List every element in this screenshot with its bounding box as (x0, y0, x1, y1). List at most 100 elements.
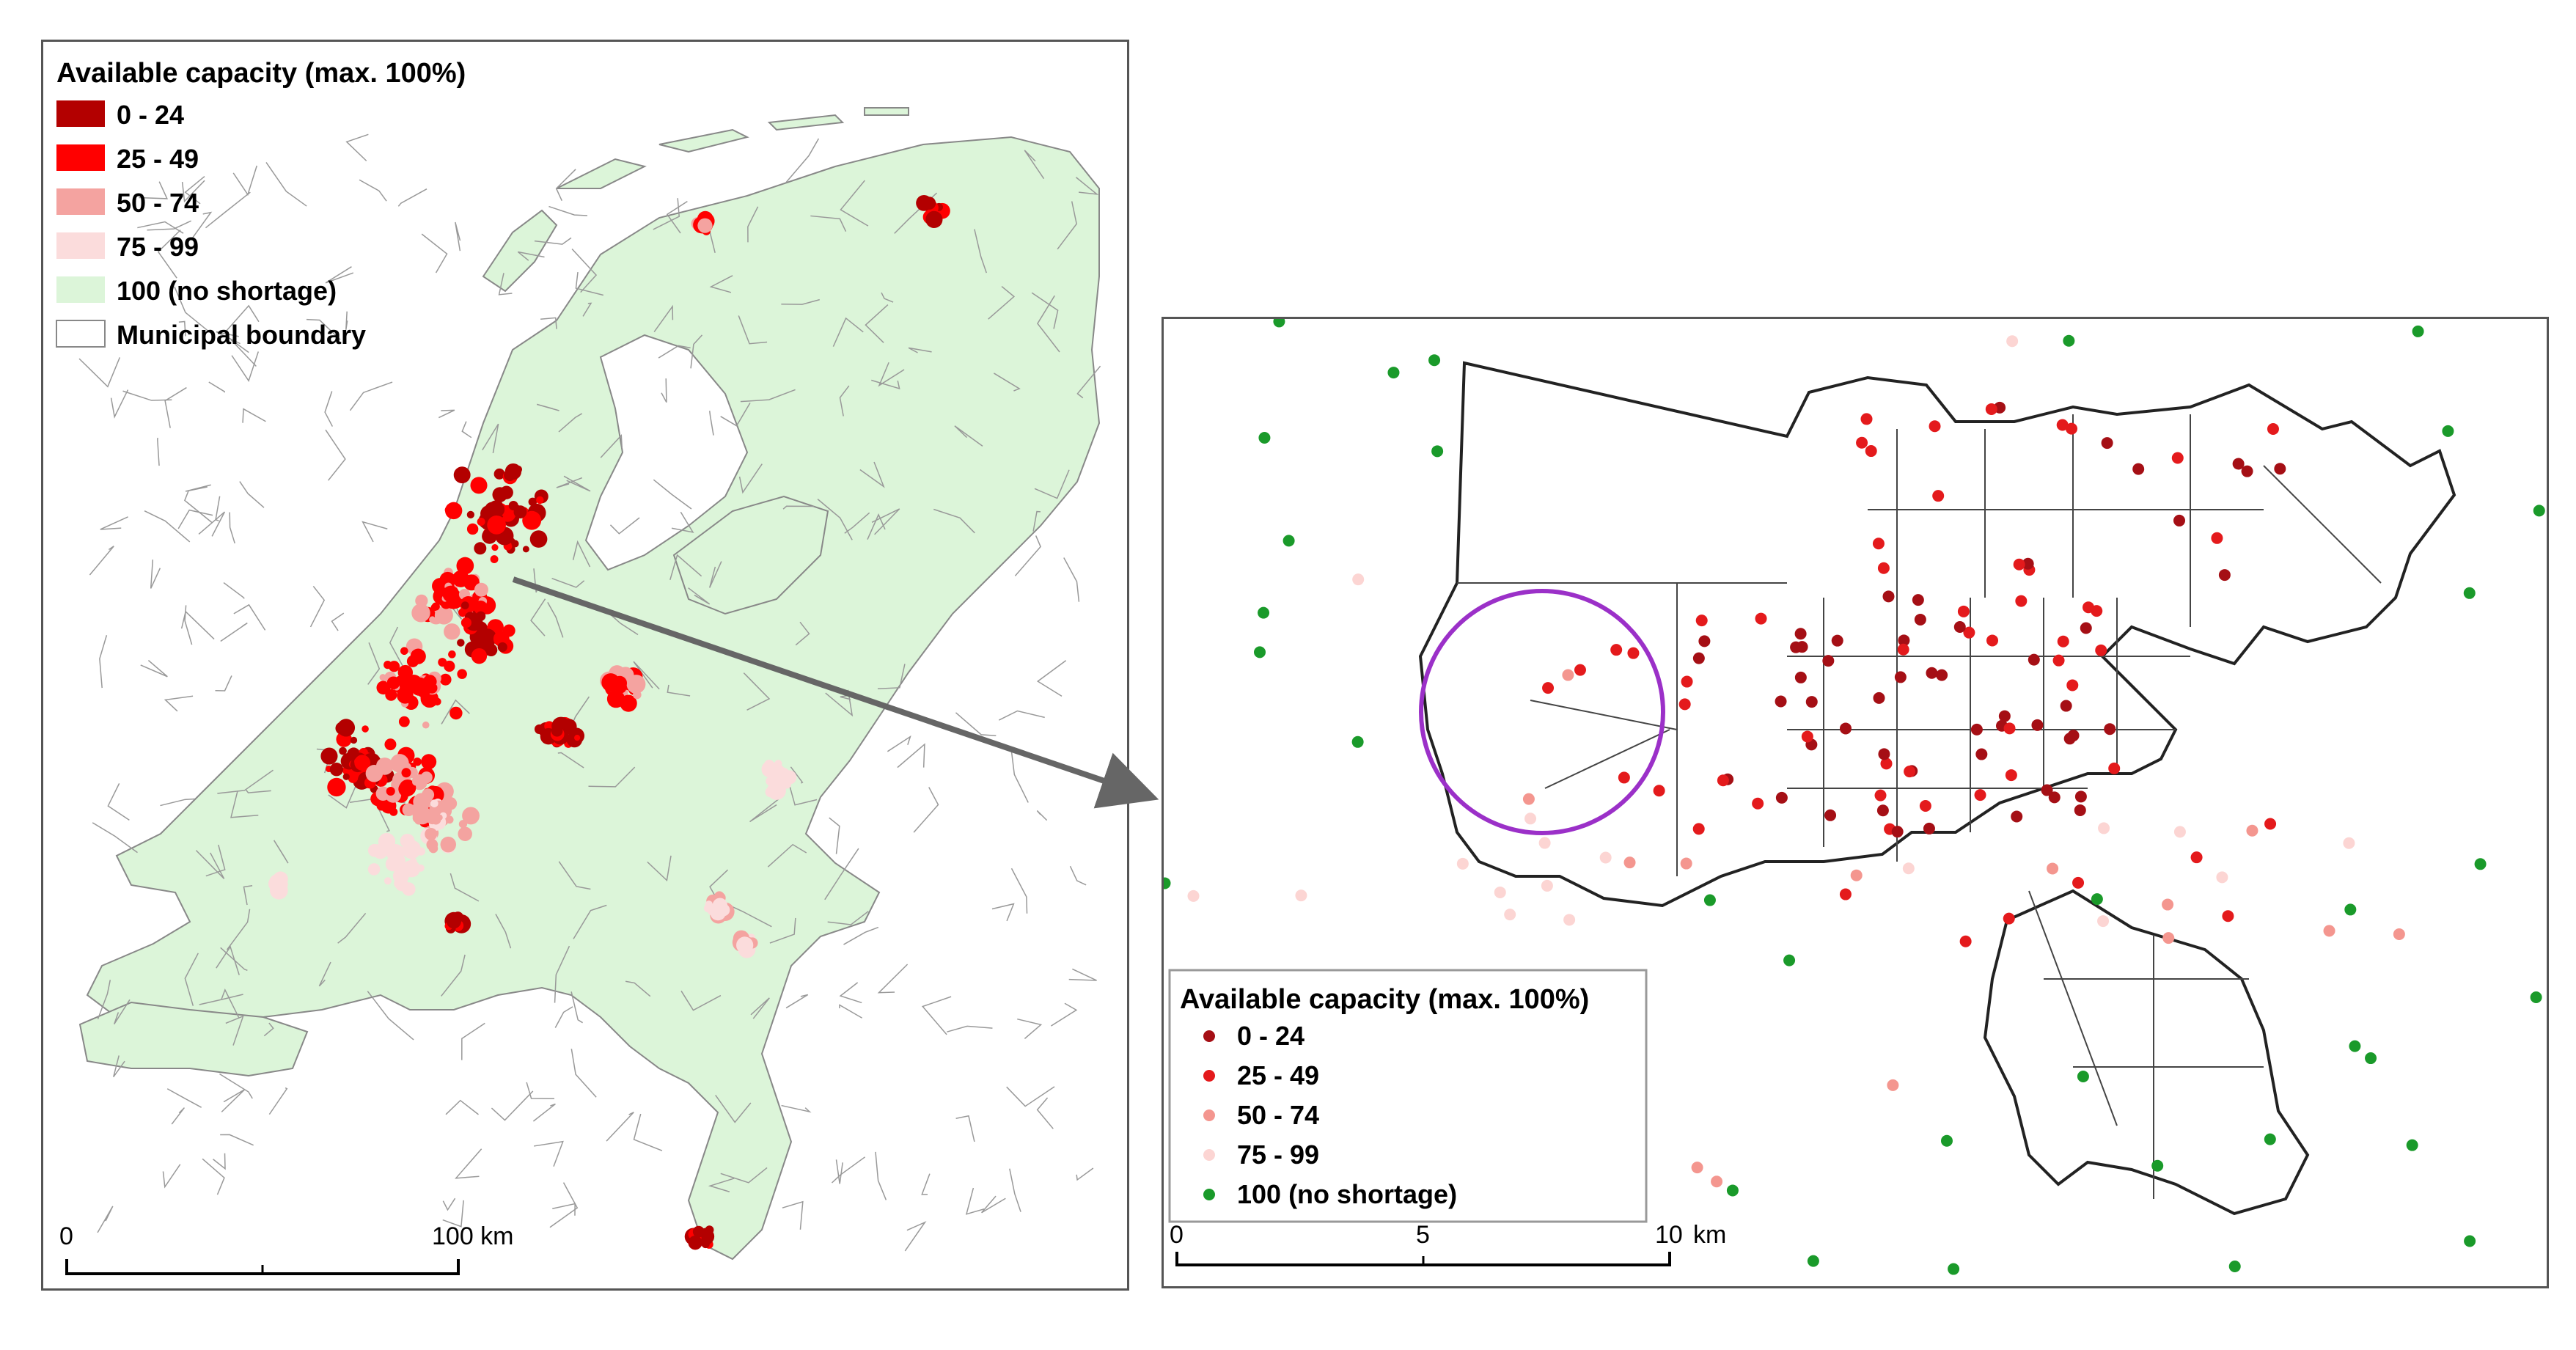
capacity-point (2003, 912, 2015, 925)
capacity-point (2101, 437, 2113, 450)
shortage-area (688, 1236, 702, 1250)
shortage-area (397, 664, 414, 680)
municipal-boundary-line (878, 362, 905, 387)
municipal-boundary-line (345, 311, 348, 330)
municipal-boundary-line (554, 945, 570, 1003)
municipal-boundary-line (827, 911, 869, 925)
municipal-boundary-line (534, 1140, 564, 1167)
municipal-boundary-line (442, 1197, 456, 1211)
shortage-area (417, 847, 425, 856)
municipal-boundary-line (988, 285, 1016, 320)
municipal-boundary-line (558, 413, 583, 433)
capacity-point (2077, 1070, 2089, 1082)
capacity-point (2066, 679, 2079, 691)
legend-label-100: 100 (no shortage) (117, 276, 337, 306)
zuidoost-district (1983, 889, 2310, 1216)
municipal-boundary-line (829, 817, 840, 854)
capacity-point (2056, 419, 2069, 431)
capacity-point (2464, 1235, 2476, 1247)
municipal-boundary-line (220, 947, 248, 972)
shortage-area (365, 765, 384, 782)
municipal-boundary-line (455, 1148, 482, 1179)
shortage-area (395, 878, 408, 892)
municipal-boundary-line (113, 1055, 125, 1078)
scale-end-label: 100 km (432, 1222, 514, 1250)
municipal-boundary-line (1034, 469, 1070, 499)
capacity-point (1273, 319, 1285, 328)
capacity-point (1352, 573, 1365, 586)
municipal-boundary-line (438, 409, 455, 419)
capacity-point (1541, 879, 1553, 892)
capacity-point (1456, 857, 1469, 870)
municipal-boundary-line (325, 429, 346, 481)
municipal-boundary-line (769, 917, 796, 944)
shortage-area (354, 755, 371, 771)
shortage-area (493, 468, 505, 480)
shortage-area (493, 506, 503, 516)
municipal-boundary-line (177, 509, 213, 529)
municipal-boundary-line (785, 994, 809, 1009)
municipal-boundary-line (540, 317, 557, 329)
municipal-boundary-line (767, 843, 807, 867)
shortage-area (425, 810, 439, 825)
municipal-boundary-line (871, 379, 900, 390)
capacity-point (2003, 722, 2016, 735)
shortage-area (916, 194, 933, 211)
capacity-point (2349, 1040, 2361, 1052)
municipal-boundary-line (164, 695, 194, 712)
shortage-area (388, 661, 400, 672)
municipal-boundary-line (349, 381, 393, 411)
shortage-area (474, 582, 488, 597)
municipal-boundary-line (147, 220, 192, 231)
municipal-boundary-line (359, 179, 387, 202)
capacity-point (2005, 769, 2017, 782)
municipal-boundary-line (839, 1004, 862, 1019)
capacity-point (1775, 791, 1788, 804)
municipal-boundary-line (1032, 510, 1041, 532)
capacity-point (1912, 594, 1924, 606)
municipal-boundary-line (208, 381, 225, 393)
detail-legend-dot-25-49 (1203, 1070, 1215, 1082)
neighbourhood-boundary (1544, 729, 1670, 789)
capacity-point (1618, 771, 1630, 784)
capacity-point (1538, 837, 1551, 849)
capacity-point (1680, 857, 1692, 870)
municipal-boundary-line (375, 804, 390, 832)
capacity-point (1258, 432, 1271, 444)
municipal-boundary-line (720, 1167, 768, 1184)
capacity-point (2241, 465, 2253, 477)
shortage-area (320, 747, 338, 765)
legend-label-boundary: Municipal boundary (117, 320, 366, 350)
capacity-point (2218, 569, 2231, 582)
municipal-boundary-line (680, 990, 722, 1011)
municipal-boundary-line (498, 273, 513, 296)
municipal-boundary-line (389, 626, 407, 672)
municipal-boundary-line (839, 385, 850, 417)
municipal-boundary-line (199, 994, 243, 1005)
capacity-point (1926, 667, 1938, 679)
municipal-boundary-line (1069, 865, 1087, 886)
detail-legend-label-50-74: 50 - 74 (1237, 1100, 1319, 1130)
municipal-boundary-line (265, 161, 307, 207)
shortage-area (478, 628, 497, 648)
municipal-boundary-line (582, 302, 592, 317)
municipal-boundary-line (216, 945, 240, 975)
capacity-point (1711, 1175, 1723, 1188)
municipal-boundary-line (782, 505, 815, 510)
capacity-points (1164, 319, 2545, 1275)
municipal-boundary-line (749, 799, 779, 823)
municipal-boundary-line (556, 477, 583, 488)
neighbourhood-boundary (2263, 465, 2382, 584)
shortage-area (339, 746, 347, 755)
municipal-boundary-line (99, 635, 108, 689)
capacity-point (1599, 851, 1612, 864)
shortage-area (417, 864, 425, 872)
municipal-boundary-line (552, 1203, 576, 1216)
shortage-area (410, 648, 426, 664)
municipal-boundary-line (229, 512, 235, 544)
shortage-area (460, 617, 471, 628)
capacity-point (1872, 538, 1885, 550)
municipal-boundary-line (482, 423, 499, 454)
municipal-boundary-line (223, 582, 245, 599)
shortage-area (434, 606, 453, 625)
